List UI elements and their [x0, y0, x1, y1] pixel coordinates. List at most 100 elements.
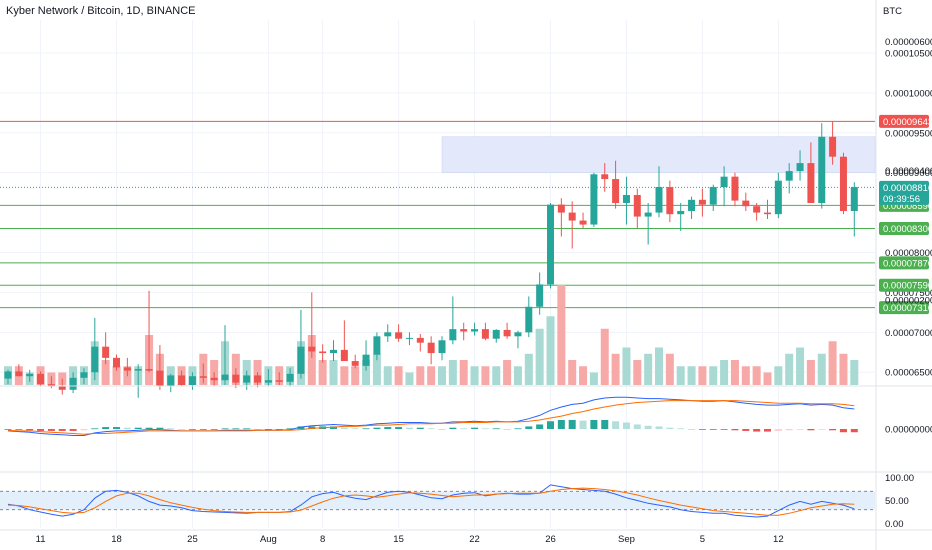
- candle[interactable]: [677, 203, 685, 231]
- volume-bar: [589, 372, 598, 385]
- candle[interactable]: [655, 166, 663, 218]
- candle[interactable]: [286, 368, 294, 387]
- level-price-label: 0.00007310: [883, 303, 932, 314]
- candle[interactable]: [330, 340, 337, 362]
- candle-body: [601, 174, 609, 180]
- candle[interactable]: [720, 166, 728, 207]
- candle[interactable]: [243, 370, 251, 390]
- candle[interactable]: [37, 371, 45, 387]
- candle[interactable]: [829, 121, 837, 165]
- horizontal-levels[interactable]: [0, 120, 875, 309]
- candle[interactable]: [167, 373, 175, 393]
- candle[interactable]: [590, 172, 598, 227]
- candle[interactable]: [644, 203, 652, 245]
- volume-bar: [687, 366, 696, 385]
- candle[interactable]: [514, 330, 522, 349]
- candle[interactable]: [395, 324, 403, 342]
- candle[interactable]: [774, 172, 782, 219]
- candle[interactable]: [80, 368, 88, 385]
- candle[interactable]: [612, 160, 620, 209]
- candle[interactable]: [416, 333, 424, 352]
- candle[interactable]: [601, 163, 609, 192]
- candle-body: [568, 212, 576, 221]
- candle[interactable]: [709, 184, 717, 211]
- candle[interactable]: [460, 322, 468, 341]
- candle[interactable]: [58, 378, 66, 395]
- candle[interactable]: [210, 372, 218, 387]
- candle[interactable]: [818, 123, 826, 209]
- candle[interactable]: [232, 368, 240, 389]
- candle[interactable]: [362, 340, 370, 371]
- macd-histogram-bar: [481, 428, 489, 430]
- candle[interactable]: [123, 357, 131, 377]
- candle[interactable]: [807, 142, 815, 204]
- candle[interactable]: [471, 322, 479, 336]
- candle[interactable]: [525, 296, 533, 338]
- candle[interactable]: [384, 324, 392, 342]
- candle[interactable]: [503, 322, 511, 339]
- price-axis[interactable]: BTC0.000105000.000100000.000095000.00009…: [879, 6, 932, 530]
- last-price-tag: [879, 180, 929, 205]
- candle[interactable]: [264, 369, 272, 386]
- candle[interactable]: [427, 336, 435, 365]
- candle[interactable]: [134, 364, 142, 398]
- candle[interactable]: [492, 329, 500, 343]
- candle[interactable]: [405, 332, 413, 346]
- candle-body: [37, 373, 45, 385]
- time-axis[interactable]: 11 18 25 Aug 8 15 22 26 Sep 5 12: [36, 534, 784, 545]
- candle[interactable]: [145, 290, 153, 373]
- candle[interactable]: [4, 369, 12, 385]
- candle[interactable]: [275, 372, 283, 385]
- candle[interactable]: [319, 344, 327, 363]
- candle[interactable]: [188, 372, 196, 390]
- candle[interactable]: [449, 296, 457, 345]
- candle[interactable]: [481, 322, 489, 341]
- candle[interactable]: [633, 188, 641, 229]
- candle[interactable]: [26, 369, 34, 382]
- candle[interactable]: [785, 163, 793, 194]
- candle[interactable]: [839, 152, 847, 215]
- candle[interactable]: [568, 201, 576, 249]
- candle[interactable]: [579, 212, 587, 229]
- candle-body: [351, 361, 359, 366]
- candle[interactable]: [698, 188, 706, 217]
- candle[interactable]: [536, 272, 544, 315]
- candle[interactable]: [113, 354, 120, 371]
- candle[interactable]: [796, 150, 804, 181]
- candle[interactable]: [438, 336, 446, 361]
- volume-bar: [546, 316, 555, 385]
- candle[interactable]: [156, 345, 164, 390]
- candle[interactable]: [753, 203, 761, 221]
- candle[interactable]: [731, 172, 739, 207]
- candle[interactable]: [199, 363, 207, 384]
- candle[interactable]: [254, 372, 262, 388]
- candle[interactable]: [308, 292, 316, 358]
- candle[interactable]: [688, 196, 696, 219]
- candle[interactable]: [69, 372, 77, 393]
- candle-body: [677, 210, 685, 215]
- candle[interactable]: [764, 199, 771, 219]
- candle[interactable]: [742, 192, 750, 211]
- candle-body: [362, 354, 370, 366]
- candle[interactable]: [666, 180, 674, 223]
- volume-bar: [459, 360, 468, 385]
- candle-body: [438, 340, 446, 354]
- candle[interactable]: [15, 364, 23, 377]
- candle-body: [102, 346, 110, 358]
- candle[interactable]: [340, 320, 348, 362]
- candle[interactable]: [91, 317, 99, 381]
- candle[interactable]: [178, 370, 186, 387]
- candlesticks[interactable]: [4, 121, 858, 398]
- candle[interactable]: [102, 332, 110, 365]
- candle[interactable]: [850, 182, 858, 237]
- candle[interactable]: [557, 198, 565, 237]
- candle[interactable]: [547, 203, 554, 289]
- candle-body: [319, 351, 327, 354]
- candle[interactable]: [221, 325, 229, 385]
- rsi-tick-label: 50.00: [885, 496, 909, 507]
- candle[interactable]: [622, 176, 630, 225]
- candle[interactable]: [373, 332, 381, 361]
- candle[interactable]: [297, 309, 305, 379]
- candle[interactable]: [351, 354, 359, 369]
